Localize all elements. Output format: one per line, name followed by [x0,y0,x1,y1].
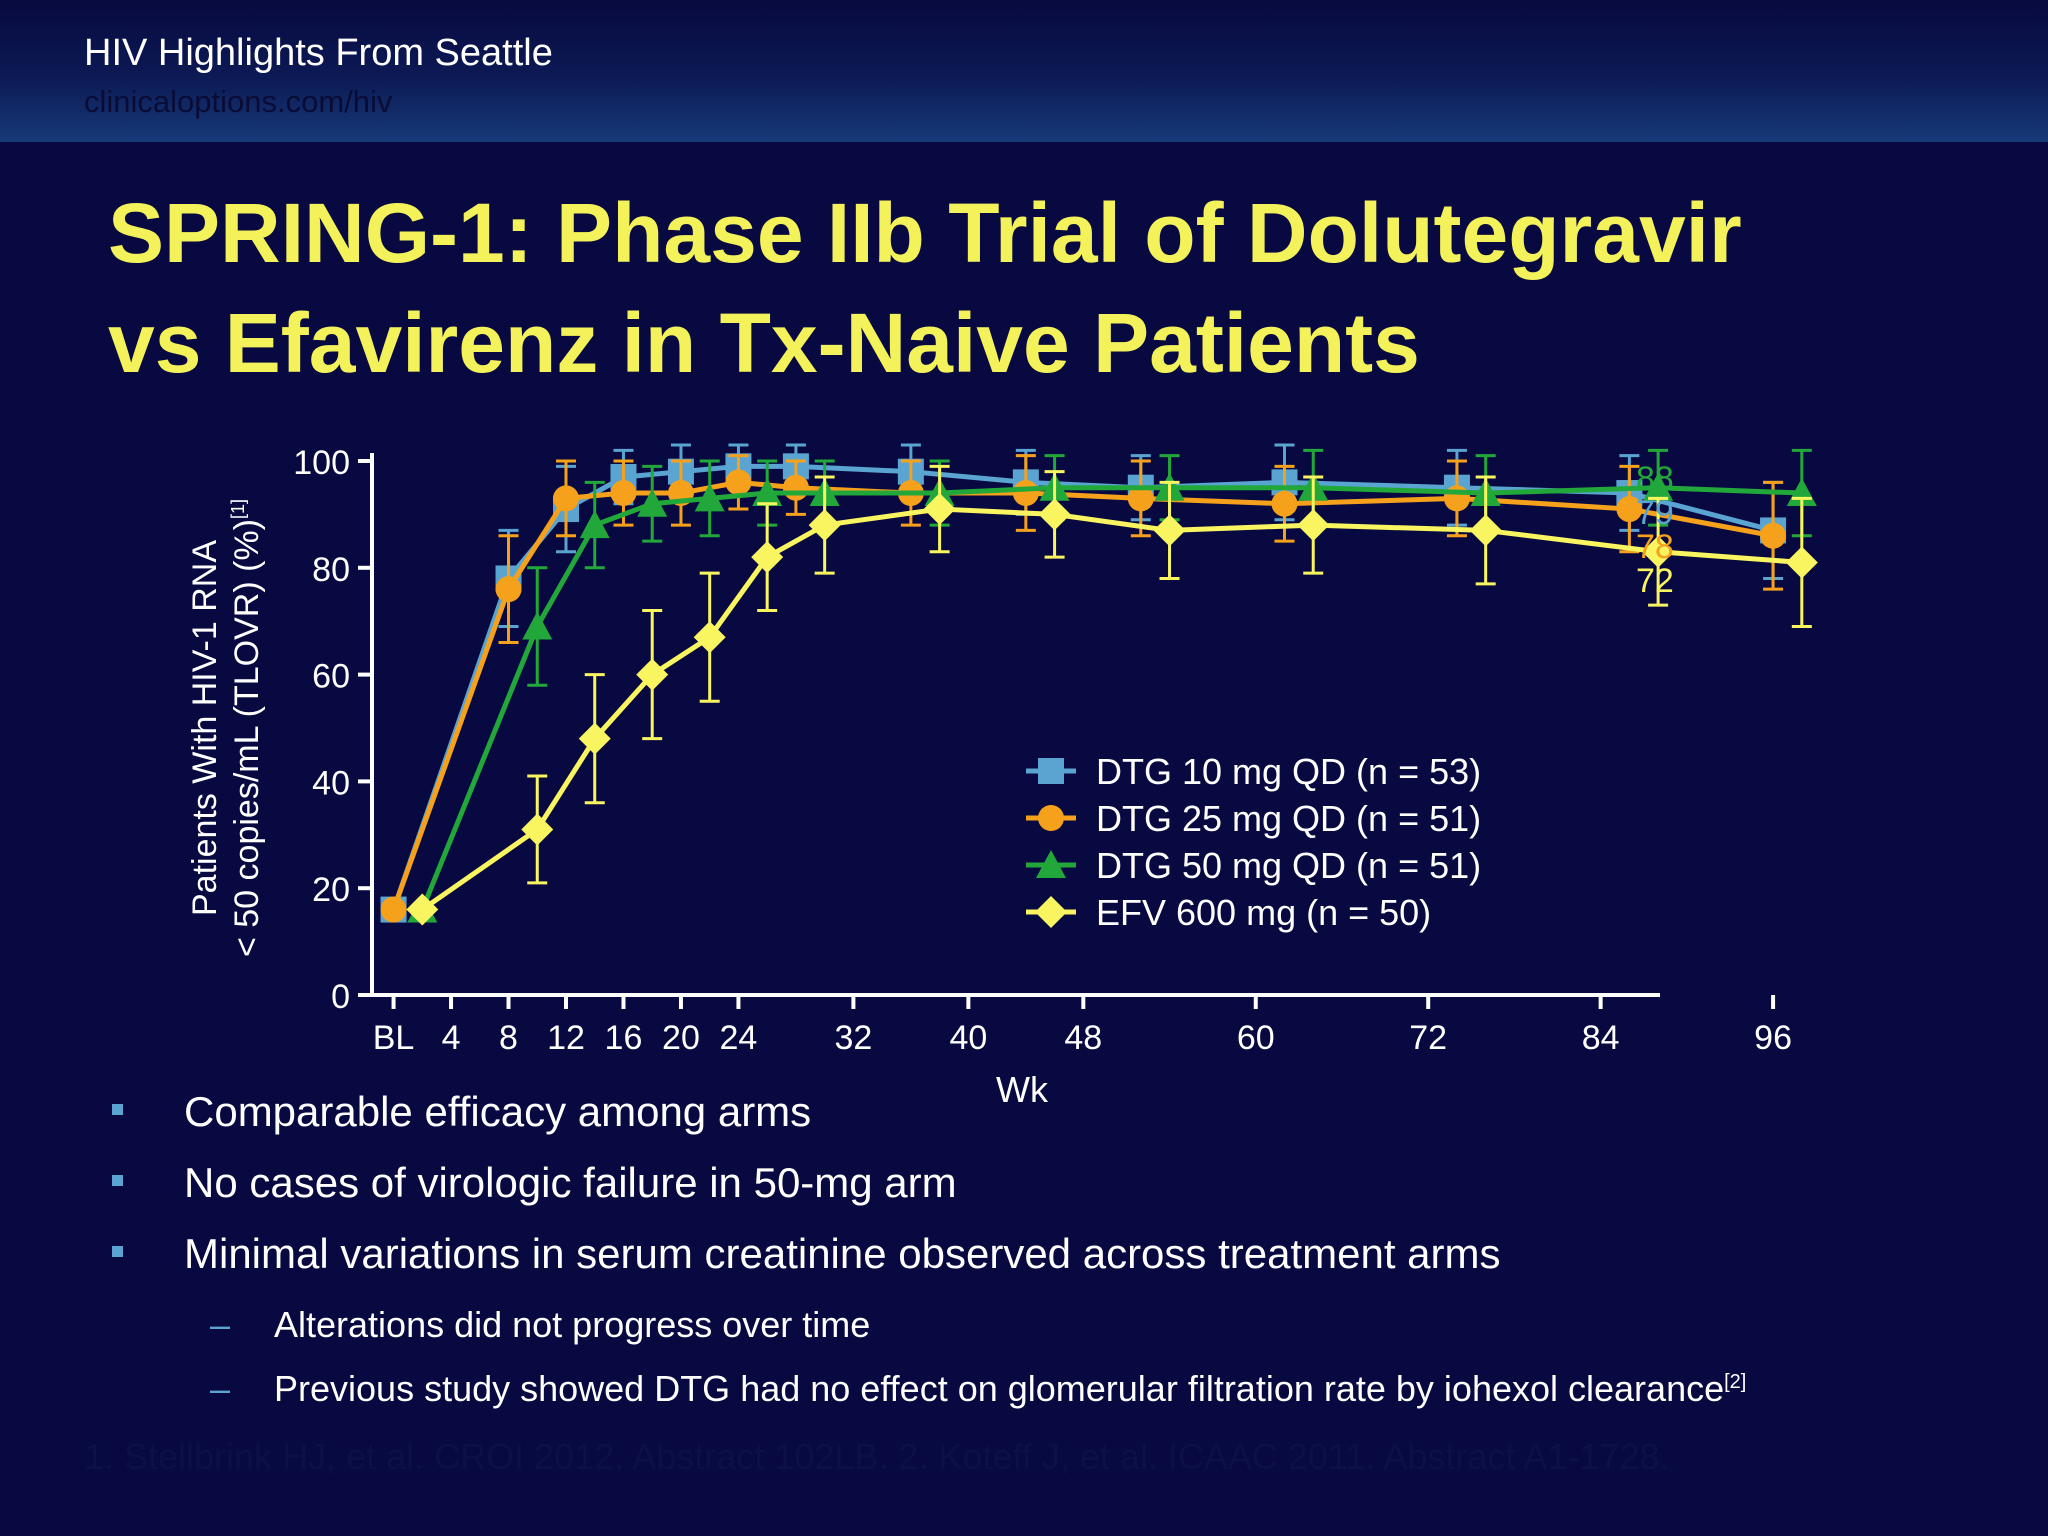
sub-bullet-item: Alterations did not progress over time [274,1304,870,1346]
bullet-marker [112,1104,123,1115]
y-axis-label-reference: [1] [228,499,248,519]
x-tick-label: 4 [442,1019,461,1057]
series-point-2 [725,469,752,496]
series-point-4 [1153,514,1186,547]
series-point-2 [380,896,407,923]
y-tick-label: 0 [331,978,350,1016]
bullet-marker [112,1175,123,1186]
series-point-2 [1012,480,1039,507]
series-point-2 [1443,485,1470,512]
x-tick-label: 48 [1064,1019,1102,1057]
sub-bullet-text: Previous study showed DTG had no effect … [274,1368,1725,1409]
series-point-4 [751,541,784,574]
end-value-label: 88 [1636,460,1674,498]
series-point-3 [579,510,610,539]
x-tick-label: 8 [499,1019,518,1057]
series-point-2 [1616,496,1643,523]
slide-title-line-1: SPRING-1: Phase IIb Trial of Dolutegravi… [108,186,1742,280]
sub-bullet-marker: – [210,1304,231,1345]
series-point-4 [1297,509,1330,542]
efficacy-line-chart: 0 20 40 60 80 100 BL 4 8 12 16 20 24 32 40 48 60 72 84 96 Wk… [186,443,1818,1110]
x-tick-label: 12 [547,1019,585,1057]
x-tick-label: 96 [1754,1019,1792,1057]
header-url: clinicaloptions.com/hiv [84,84,393,119]
legend-swatch-marker [1038,758,1064,784]
legend-label: DTG 25 mg QD (n = 51) [1096,798,1481,839]
sub-bullet-marker: – [210,1368,231,1409]
series-point-4 [1469,514,1502,547]
y-tick-label: 40 [312,764,350,802]
bullet-item: No cases of virologic failure in 50-mg a… [184,1159,957,1206]
bullet-marker [112,1246,123,1257]
x-tick-label: 32 [834,1019,872,1057]
series-point-2 [782,474,809,501]
x-tick-label: 20 [662,1019,700,1057]
sub-bullet-text: Alterations did not progress over time [274,1304,871,1345]
legend-swatch-marker [1038,805,1064,831]
y-tick-label: 100 [293,444,350,482]
x-tick-label: 40 [949,1019,987,1057]
series-point-4 [1038,498,1071,531]
bullet-item: Minimal variations in serum creatinine o… [184,1230,1501,1277]
y-tick-label: 80 [312,551,350,589]
x-tick-label: 60 [1237,1019,1275,1057]
end-value-label: 79 [1636,494,1674,532]
series-point-4 [636,658,669,691]
series-point-2 [610,480,637,507]
end-value-label: 72 [1636,562,1674,600]
series-point-2 [1760,522,1787,549]
series-point-2 [552,485,579,512]
x-tick-label: 24 [720,1019,758,1057]
series-point-4 [923,493,956,526]
series-point-4 [693,621,726,654]
y-tick-label: 60 [312,658,350,696]
sub-bullet-reference: [2] [1724,1371,1747,1393]
y-tick-label: 20 [312,871,350,909]
y-axis-label-line-1: Patients With HIV-1 RNA [186,540,224,916]
sub-bullet-item: Previous study showed DTG had no effect … [274,1368,1746,1410]
series-line-4 [420,506,1803,912]
x-tick-label: 84 [1582,1019,1620,1057]
end-value-label: 78 [1636,528,1674,566]
bullet-item: Comparable efficacy among arms [184,1088,812,1135]
slide-title: SPRING-1: Phase IIb Trial of Dolutegravi… [108,178,2008,398]
legend-swatch-marker [1035,896,1067,928]
series-line-2 [391,479,1774,911]
series-point-4 [578,722,611,755]
y-axis-label-line-2: < 50 copies/mL (TLOVR) (%)[1] [228,499,266,957]
x-axis-label: Wk [996,1069,1049,1110]
series-point-3 [1643,472,1674,501]
legend-label: DTG 50 mg QD (n = 51) [1096,845,1481,886]
series-line-3 [419,485,1802,911]
series-point-3 [637,488,668,517]
series-point-4 [808,509,841,542]
series-point-2 [1127,485,1154,512]
footnote: 1. Stellbrink HJ, et al. CROI 2012. Abst… [84,1436,1670,1477]
slide-title-line-2: vs Efavirenz in Tx-Naive Patients [108,296,1420,390]
x-tick-label: BL [373,1019,415,1057]
legend-label: EFV 600 mg (n = 50) [1096,892,1431,933]
series-point-4 [1642,535,1675,568]
header-band [0,0,2048,142]
legend-label: DTG 10 mg QD (n = 53) [1096,751,1481,792]
series-point-3 [694,483,725,512]
series-point-4 [521,813,554,846]
header-title: HIV Highlights From Seattle [84,32,553,74]
series-point-4 [406,893,439,926]
series-point-3 [752,478,783,507]
series-point-4 [1785,546,1818,579]
legend-swatch-marker [1036,850,1066,878]
series-point-3 [522,611,553,640]
series-point-2 [495,576,522,603]
x-tick-label: 16 [605,1019,643,1057]
x-tick-label: 72 [1409,1019,1447,1057]
series-point-2 [1271,490,1298,517]
